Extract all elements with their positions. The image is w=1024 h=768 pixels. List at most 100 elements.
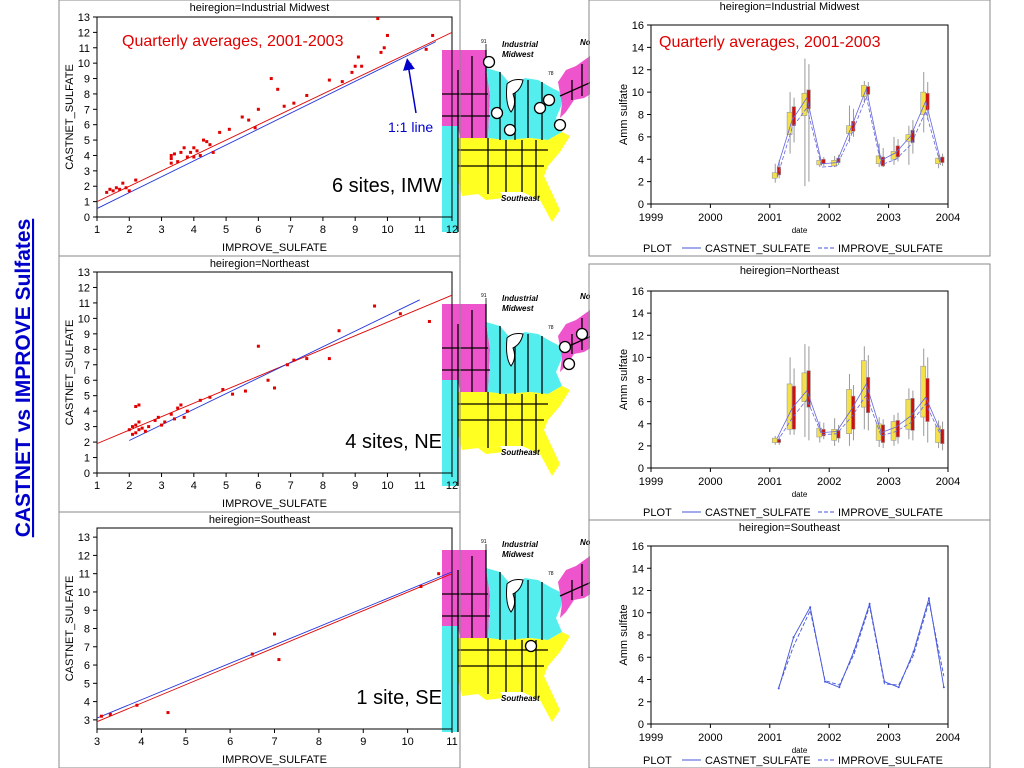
- x-tick-label: 1: [94, 224, 100, 236]
- data-point: [427, 319, 431, 323]
- y-axis-label: CASTNET_SULFATE: [64, 64, 76, 170]
- legend-prefix: PLOT: [643, 507, 672, 519]
- x-axis-label: IMPROVE_SULFATE: [222, 498, 327, 510]
- monitor-site-marker: [558, 340, 572, 354]
- state-border: [559, 581, 590, 597]
- data-point: [253, 126, 257, 130]
- x-tick-label: 2003: [876, 212, 900, 224]
- legend-label-improve: IMPROVE_SULFATE: [838, 507, 943, 519]
- y-tick-label: 12: [78, 27, 90, 39]
- x-tick-label: 2001: [758, 732, 782, 744]
- x-tick-label: 2003: [876, 732, 900, 744]
- box-improve: [821, 158, 826, 165]
- data-point: [198, 153, 202, 157]
- data-point: [198, 398, 202, 402]
- series-point-castnet: [809, 606, 812, 609]
- data-point: [131, 425, 134, 429]
- region-gulf: [478, 192, 504, 200]
- data-point: [192, 155, 196, 159]
- data-point: [305, 93, 309, 97]
- y-tick-label: 12: [632, 65, 644, 77]
- y-tick-label: 10: [632, 608, 644, 620]
- y-tick-label: 14: [632, 308, 644, 320]
- data-point: [179, 403, 183, 407]
- box-castnet: [786, 383, 793, 430]
- map-highway-78: 78: [548, 571, 554, 577]
- y-tick-label: 4: [638, 675, 644, 687]
- box-castnet: [771, 437, 778, 443]
- y-tick-label: 12: [78, 282, 90, 294]
- series-point-castnet: [838, 686, 841, 689]
- lineplot-panel-se: heiregion=Southeast 1999 2000 2001 2002 2003 2…: [588, 519, 991, 768]
- y-tick-label: 1: [84, 453, 90, 465]
- data-point: [292, 358, 296, 362]
- y-tick-label: 6: [84, 120, 90, 132]
- map-label-southeast: Southeast: [501, 694, 540, 703]
- data-point: [282, 104, 286, 108]
- data-point: [419, 584, 423, 588]
- regression-line: [129, 299, 420, 441]
- legend-prefix: PLOT: [643, 755, 672, 767]
- box-castnet: [861, 360, 867, 408]
- data-point: [111, 189, 115, 193]
- map-label-southeast: Southeast: [501, 194, 540, 203]
- data-point: [243, 389, 247, 393]
- data-point: [147, 425, 151, 429]
- data-point: [256, 344, 260, 348]
- region-west-strip: [442, 126, 458, 232]
- panel-frame: [58, 255, 461, 513]
- x-tick-label: 5: [223, 224, 229, 236]
- boxplot-panel-ne: heiregion=Northeast 1999 2000 2001 2002 2003 2…: [588, 263, 991, 521]
- y-tick-label: 7: [84, 360, 90, 372]
- x-tick-label: 5: [183, 736, 189, 748]
- x-tick-label: 6: [255, 224, 261, 236]
- one-to-one-line: [96, 573, 453, 723]
- series-point-castnet: [883, 680, 886, 683]
- y-tick-label: 5: [84, 135, 90, 147]
- y-tick-label: 12: [632, 330, 644, 342]
- panel-frame: [58, 511, 461, 768]
- x-tick-label: 2000: [698, 212, 722, 224]
- y-tick-label: 10: [632, 87, 644, 99]
- data-point: [105, 190, 109, 194]
- one-to-one-label: 1:1 line: [388, 119, 433, 135]
- box-improve: [880, 424, 885, 443]
- data-point: [247, 118, 251, 122]
- monitor-site-marker: [542, 93, 556, 107]
- monitor-site-marker: [575, 327, 589, 341]
- x-axis-label: IMPROVE_SULFATE: [222, 754, 327, 766]
- x-tick-label: 7: [288, 224, 294, 236]
- x-tick-label: 6: [227, 736, 233, 748]
- data-point: [431, 33, 435, 37]
- data-point: [266, 378, 270, 382]
- data-point: [256, 107, 260, 111]
- region-industrial-midwest: [486, 68, 562, 140]
- x-tick-label: 2: [126, 480, 132, 492]
- y-tick-label: 6: [84, 660, 90, 672]
- x-tick-label: 10: [381, 224, 393, 236]
- panel-title: heiregion=Industrial Midwest: [720, 1, 860, 13]
- data-point: [292, 101, 296, 105]
- data-point: [205, 140, 209, 144]
- y-tick-label: 9: [84, 329, 90, 341]
- data-point: [108, 712, 112, 716]
- y-tick-label: 16: [632, 541, 644, 553]
- x-tick-label: 1: [94, 480, 100, 492]
- x-tick-label: 3: [94, 736, 100, 748]
- data-point: [118, 187, 122, 191]
- x-tick-label: 2004: [936, 212, 960, 224]
- y-tick-label: 4: [84, 406, 90, 418]
- y-tick-label: 2: [638, 177, 644, 189]
- map-label-northeast: Northeast: [580, 38, 618, 47]
- x-tick-label: 11: [414, 224, 425, 236]
- data-point: [114, 186, 118, 190]
- y-axis-label: CASTNET_SULFATE: [64, 320, 76, 426]
- x-tick-label: 2: [126, 224, 132, 236]
- x-axis-label: date: [792, 746, 808, 755]
- box-improve: [836, 430, 841, 439]
- x-tick-label: 4: [191, 224, 197, 236]
